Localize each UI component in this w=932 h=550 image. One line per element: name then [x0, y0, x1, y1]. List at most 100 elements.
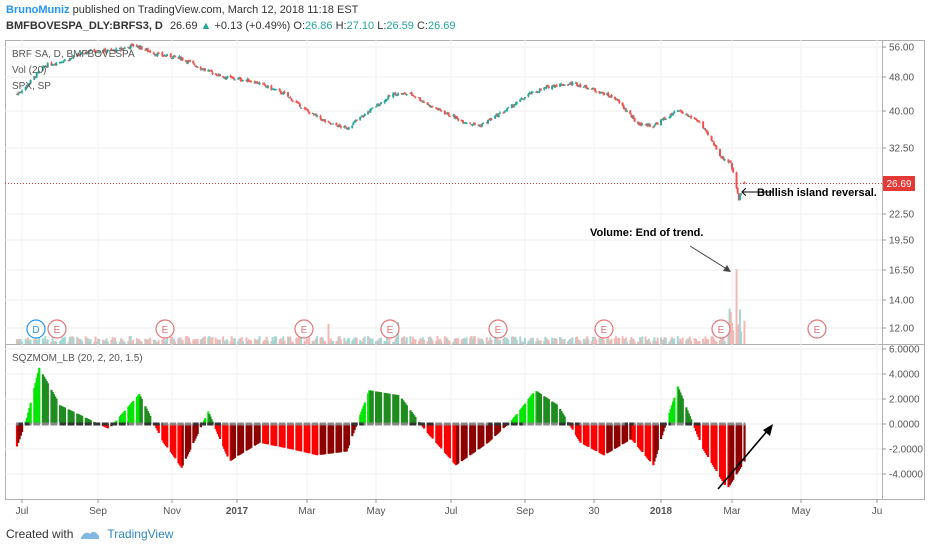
squeeze-dot — [71, 422, 74, 426]
volume-bar — [335, 341, 338, 344]
momentum-bar — [140, 398, 143, 424]
volume-bar — [543, 340, 546, 344]
momentum-bar — [731, 424, 734, 482]
squeeze-dot — [506, 422, 509, 426]
volume-annotation: Volume: End of trend. — [590, 227, 703, 239]
momentum-bar — [539, 394, 543, 424]
momentum-bar — [693, 424, 696, 429]
chart-canvas[interactable]: 56.0048.0040.0032.5022.5019.5016.5014.00… — [0, 0, 932, 520]
volume-series — [15, 269, 746, 344]
momentum-bar — [81, 415, 84, 424]
volume-bar — [72, 337, 75, 344]
candle-body — [226, 76, 229, 79]
squeeze-dot — [345, 422, 348, 426]
candle-body — [656, 122, 659, 125]
squeeze-dot — [469, 422, 472, 426]
squeeze-dot — [250, 422, 253, 426]
candle-body — [593, 88, 595, 90]
squeeze-dot — [254, 422, 257, 426]
candle-body — [61, 62, 64, 64]
candle-body — [471, 124, 474, 126]
dividend-event-marker: D — [26, 319, 46, 339]
momentum-bar — [714, 424, 717, 469]
candle-body — [304, 108, 307, 110]
volume-bar — [737, 324, 740, 344]
volume-bar — [207, 337, 210, 344]
squeeze-dot — [562, 422, 565, 426]
squeeze-dot — [321, 422, 324, 426]
time-tick-label: Sep — [89, 506, 107, 517]
squeeze-dot — [654, 422, 657, 426]
candle-body — [732, 168, 735, 173]
squeeze-dot — [430, 422, 433, 426]
volume-bar — [394, 338, 397, 344]
candle-body — [693, 117, 696, 119]
squeeze-dot — [231, 422, 234, 426]
momentum-bar — [429, 424, 432, 436]
momentum-bar — [722, 424, 725, 483]
momentum-bar — [411, 413, 415, 424]
volume-bar — [731, 322, 733, 344]
candle-body — [383, 101, 386, 103]
candle-body — [352, 122, 355, 125]
author-link[interactable]: BrunoMuniz — [6, 4, 70, 16]
volume-bar — [685, 340, 688, 344]
momentum-bar — [469, 424, 472, 456]
candle-body — [118, 47, 121, 50]
volume-bar — [77, 338, 80, 344]
candle-body — [315, 114, 318, 116]
squeeze-dot — [110, 422, 113, 426]
candle-body — [123, 47, 126, 49]
candle-body — [566, 84, 569, 86]
momentum-bar — [551, 401, 554, 424]
volume-bar — [535, 341, 538, 344]
squeeze-dot — [411, 422, 414, 426]
momentum-bar — [144, 406, 147, 424]
squeeze-dot — [676, 422, 679, 426]
candle-body — [536, 91, 539, 93]
squeeze-dot — [544, 422, 547, 426]
squeeze-dot — [204, 422, 207, 426]
volume-bar — [21, 341, 23, 344]
momentum-bar — [503, 424, 506, 428]
momentum-bar — [705, 424, 708, 455]
volume-bar — [367, 336, 370, 344]
momentum-bar — [51, 392, 54, 424]
volume-bar — [327, 324, 330, 344]
volume-bar — [646, 339, 649, 344]
momentum-bar — [59, 405, 62, 424]
momentum-bar — [488, 424, 491, 442]
candle-body — [238, 77, 241, 79]
candle-body — [140, 46, 143, 50]
volume-bar — [668, 341, 671, 344]
squeeze-dot — [377, 422, 380, 426]
squeeze-dot — [21, 422, 23, 426]
squeeze-dot — [419, 422, 422, 426]
momentum-bar — [76, 413, 79, 424]
volume-bar — [704, 336, 707, 344]
momentum-bar — [383, 392, 386, 424]
volume-bar — [697, 341, 700, 344]
volume-bar — [578, 340, 581, 344]
candle-body — [377, 104, 380, 106]
squeeze-dot — [487, 422, 489, 426]
candle-body — [287, 92, 290, 97]
squeeze-dot — [543, 422, 546, 426]
candle-body — [210, 69, 213, 72]
momentum-bar — [703, 424, 706, 451]
momentum-bar — [495, 424, 498, 435]
candle-body — [736, 187, 739, 193]
momentum-bar — [329, 424, 332, 454]
momentum-bar — [147, 413, 151, 424]
squeeze-dot — [164, 422, 167, 426]
momentum-bar — [479, 424, 483, 448]
footer-brand[interactable]: TradingView — [107, 527, 174, 541]
squeeze-dot — [680, 422, 683, 426]
candle-body — [539, 88, 542, 90]
candle-body — [418, 97, 421, 99]
volume-bar — [300, 337, 303, 344]
momentum-bar — [443, 424, 447, 453]
volume-bar — [201, 338, 204, 344]
momentum-bar — [562, 414, 565, 424]
volume-bar — [383, 341, 386, 344]
